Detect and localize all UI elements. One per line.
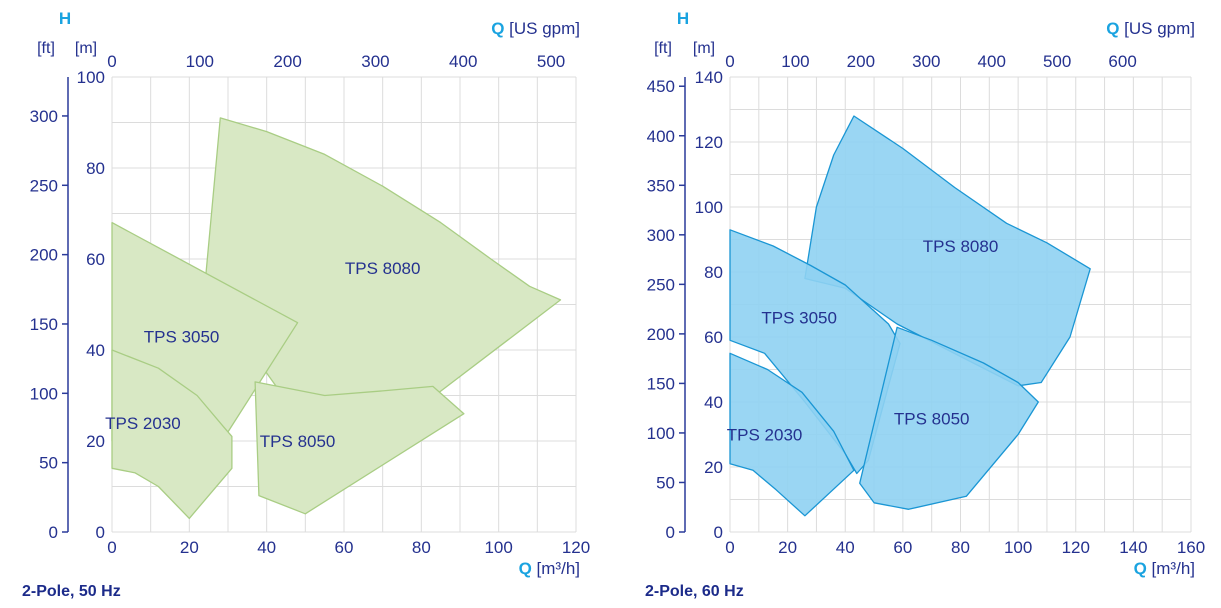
gpm-tick-label-60hz: 300: [912, 52, 940, 71]
h-unit-m-50hz: [m]: [75, 40, 97, 57]
x-tick-label-50hz: 100: [484, 538, 512, 557]
y-tick-label-60hz: 100: [695, 198, 723, 217]
x-tick-label-50hz: 60: [335, 538, 354, 557]
label-tps-2030-50hz: TPS 2030: [105, 414, 181, 433]
y-tick-label-60hz: 120: [695, 133, 723, 152]
y-tick-label-50hz: 60: [86, 250, 105, 269]
y-tick-label-50hz: 0: [96, 523, 105, 542]
q-unit-top-60hz: [US gpm]: [1124, 19, 1195, 38]
label-tps-3050-60hz: TPS 3050: [761, 309, 837, 328]
label-tps-8050-50hz: TPS 8050: [260, 432, 336, 451]
ft-tick-label-60hz: 450: [647, 77, 675, 96]
ft-tick-label-60hz: 400: [647, 127, 675, 146]
label-tps-2030-60hz: TPS 2030: [727, 426, 803, 445]
x-tick-label-60hz: 0: [725, 538, 734, 557]
gpm-tick-label-60hz: 600: [1108, 52, 1136, 71]
x-tick-label-50hz: 120: [562, 538, 590, 557]
ft-tick-label-60hz: 250: [647, 275, 675, 294]
ft-tick-label-60hz: 150: [647, 374, 675, 393]
y-tick-label-60hz: 140: [695, 68, 723, 87]
gpm-tick-label-50hz: 200: [273, 52, 301, 71]
x-tick-label-60hz: 140: [1119, 538, 1147, 557]
gpm-tick-label-50hz: 500: [537, 52, 565, 71]
ft-tick-label-50hz: 250: [30, 176, 58, 195]
gpm-tick-label-60hz: 100: [781, 52, 809, 71]
q-axis-title-bottom-50hz: Q [m³/h]: [519, 559, 580, 578]
y-tick-label-60hz: 60: [704, 328, 723, 347]
y-tick-label-50hz: 20: [86, 432, 105, 451]
q-letter-top-60hz: Q: [1106, 19, 1124, 38]
ft-tick-label-50hz: 150: [30, 315, 58, 334]
gpm-tick-label-60hz: 400: [978, 52, 1006, 71]
x-tick-label-60hz: 40: [836, 538, 855, 557]
h-letter-50hz: H: [59, 9, 71, 28]
x-tick-label-60hz: 160: [1177, 538, 1205, 557]
q-unit-top-50hz: [US gpm]: [509, 19, 580, 38]
h-unit-m-60hz: [m]: [693, 40, 715, 57]
q-letter-bottom-50hz: Q: [519, 559, 537, 578]
ft-tick-label-50hz: 200: [30, 246, 58, 265]
q-unit-bottom-60hz: [m³/h]: [1152, 559, 1195, 578]
y-tick-label-60hz: 40: [704, 393, 723, 412]
gpm-tick-label-50hz: 100: [186, 52, 214, 71]
y-tick-label-60hz: 0: [714, 523, 723, 542]
gpm-tick-label-60hz: 200: [847, 52, 875, 71]
y-tick-label-50hz: 100: [77, 68, 105, 87]
gpm-tick-label-50hz: 0: [107, 52, 116, 71]
x-tick-label-60hz: 20: [778, 538, 797, 557]
gpm-tick-label-50hz: 400: [449, 52, 477, 71]
q-unit-bottom-50hz: [m³/h]: [537, 559, 580, 578]
ft-tick-label-50hz: 0: [49, 523, 58, 542]
ft-tick-label-60hz: 100: [647, 424, 675, 443]
x-tick-label-60hz: 120: [1062, 538, 1090, 557]
q-axis-title-bottom-60hz: Q [m³/h]: [1134, 559, 1195, 578]
x-tick-label-50hz: 80: [412, 538, 431, 557]
region-tps-8080-50hz: [204, 117, 562, 451]
q-letter-top-50hz: Q: [491, 19, 509, 38]
region-tps-8050-50hz: [254, 381, 465, 515]
y-tick-label-60hz: 80: [704, 263, 723, 282]
h-letter-60hz: H: [677, 9, 689, 28]
ft-tick-label-60hz: 0: [666, 523, 675, 542]
y-tick-label-50hz: 80: [86, 159, 105, 178]
x-tick-label-50hz: 0: [107, 538, 116, 557]
gpm-tick-label-50hz: 300: [361, 52, 389, 71]
caption-50hz: 2-Pole, 50 Hz: [22, 583, 121, 600]
ft-tick-label-50hz: 50: [39, 454, 58, 473]
ft-tick-label-60hz: 350: [647, 176, 675, 195]
gpm-tick-label-60hz: 500: [1043, 52, 1071, 71]
q-axis-title-top-60hz: Q [US gpm]: [1106, 19, 1195, 38]
x-tick-label-50hz: 40: [257, 538, 276, 557]
label-tps-8080-50hz: TPS 8080: [345, 259, 421, 278]
label-tps-8080-60hz: TPS 8080: [923, 237, 999, 256]
x-tick-label-60hz: 80: [951, 538, 970, 557]
region-tps-2030-60hz: [729, 352, 855, 517]
label-tps-8050-60hz: TPS 8050: [894, 409, 970, 428]
ft-tick-label-50hz: 100: [30, 384, 58, 403]
region-tps-8050-60hz: [859, 326, 1039, 510]
y-tick-label-60hz: 20: [704, 458, 723, 477]
q-letter-bottom-60hz: Q: [1134, 559, 1152, 578]
region-tps-2030-50hz: [111, 349, 233, 520]
x-tick-label-60hz: 100: [1004, 538, 1032, 557]
q-axis-title-top-50hz: Q [US gpm]: [491, 19, 580, 38]
ft-tick-label-60hz: 50: [656, 473, 675, 492]
y-tick-label-50hz: 40: [86, 341, 105, 360]
caption-60hz: 2-Pole, 60 Hz: [645, 583, 744, 600]
gpm-tick-label-60hz: 0: [725, 52, 734, 71]
h-unit-ft-60hz: [ft]: [654, 40, 672, 57]
ft-tick-label-60hz: 300: [647, 226, 675, 245]
ft-tick-label-50hz: 300: [30, 107, 58, 126]
x-tick-label-50hz: 20: [180, 538, 199, 557]
label-tps-3050-50hz: TPS 3050: [144, 327, 220, 346]
x-tick-label-60hz: 60: [893, 538, 912, 557]
h-unit-ft-50hz: [ft]: [37, 40, 55, 57]
ft-tick-label-60hz: 200: [647, 325, 675, 344]
